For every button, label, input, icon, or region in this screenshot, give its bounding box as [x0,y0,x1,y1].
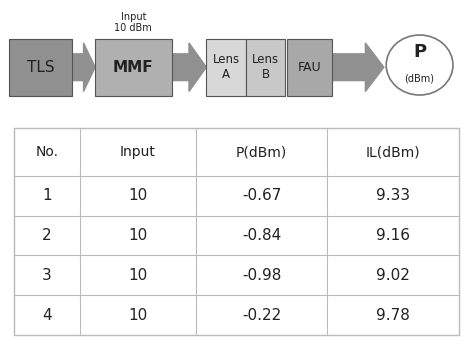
Text: -0.84: -0.84 [242,228,281,243]
Text: TLS: TLS [27,60,54,75]
Text: 3: 3 [42,268,52,283]
FancyBboxPatch shape [9,39,72,96]
Text: MMF: MMF [113,60,154,75]
FancyArrow shape [72,43,95,91]
Text: Lens
B: Lens B [252,53,279,81]
FancyBboxPatch shape [95,39,172,96]
Text: -0.67: -0.67 [242,188,281,203]
Text: 10: 10 [128,228,148,243]
Text: Lens
A: Lens A [212,53,240,81]
Text: IL(dBm): IL(dBm) [366,145,420,159]
Text: 10: 10 [128,268,148,283]
FancyArrow shape [172,43,206,91]
Text: 2: 2 [42,228,52,243]
Ellipse shape [386,35,453,95]
Text: Input: Input [120,145,156,159]
FancyArrow shape [332,43,384,91]
Text: 9.33: 9.33 [376,188,410,203]
Text: Input
10 dBm: Input 10 dBm [114,11,152,33]
FancyBboxPatch shape [288,39,332,96]
Text: No.: No. [35,145,59,159]
Text: 10: 10 [128,307,148,323]
Text: FAU: FAU [298,61,321,74]
Text: -0.22: -0.22 [242,307,281,323]
Text: -0.98: -0.98 [242,268,281,283]
Text: P: P [413,43,426,61]
Text: 9.02: 9.02 [376,268,410,283]
Text: 10: 10 [128,188,148,203]
Text: 9.16: 9.16 [376,228,410,243]
FancyBboxPatch shape [246,39,285,96]
Text: 1: 1 [42,188,52,203]
FancyBboxPatch shape [14,128,459,335]
Text: 4: 4 [42,307,52,323]
Text: 9.78: 9.78 [376,307,410,323]
Text: (dBm): (dBm) [404,73,435,83]
FancyBboxPatch shape [206,39,246,96]
Text: P(dBm): P(dBm) [236,145,287,159]
